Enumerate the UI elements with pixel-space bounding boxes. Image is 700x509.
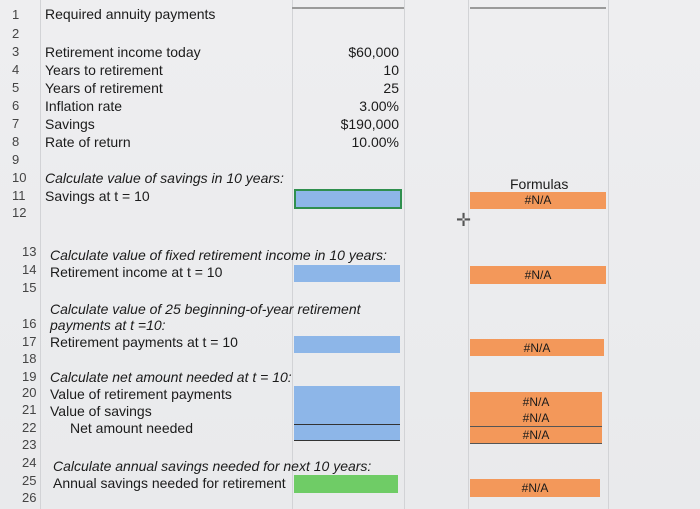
- formulas-header[interactable]: Formulas: [510, 176, 569, 192]
- row-label[interactable]: Retirement income at t = 10: [50, 264, 223, 280]
- grid-line: [292, 0, 293, 509]
- row-number[interactable]: 8: [12, 134, 20, 149]
- formula-na: #N/A: [524, 268, 552, 282]
- row-number[interactable]: 20: [22, 385, 37, 400]
- row-number[interactable]: 23: [22, 437, 37, 452]
- row-number[interactable]: 7: [12, 116, 20, 131]
- row-number[interactable]: 24: [22, 455, 37, 470]
- row-label[interactable]: Retirement payments at t = 10: [50, 334, 238, 350]
- section-heading[interactable]: Calculate net amount needed at t = 10:: [50, 369, 292, 385]
- top-border: [470, 7, 606, 9]
- input-label[interactable]: Retirement income today: [45, 44, 201, 60]
- input-value[interactable]: 3.00%: [359, 98, 399, 114]
- row-number[interactable]: 15: [22, 280, 37, 295]
- formula-cell[interactable]: [470, 192, 606, 209]
- input-value[interactable]: $190,000: [340, 116, 399, 132]
- row-number[interactable]: 12: [12, 205, 27, 220]
- answer-cell[interactable]: [294, 265, 400, 282]
- section-heading[interactable]: payments at t =10:: [50, 317, 166, 333]
- input-label[interactable]: Rate of return: [45, 134, 131, 150]
- row-number[interactable]: 3: [12, 44, 20, 59]
- grid-line: [608, 0, 609, 509]
- top-border: [292, 7, 404, 9]
- answer-cell[interactable]: [294, 424, 400, 441]
- cursor-plus-icon: ✛: [456, 210, 472, 230]
- row-number[interactable]: 18: [22, 351, 37, 366]
- row-number[interactable]: 13: [22, 244, 37, 259]
- row-number[interactable]: 17: [22, 334, 37, 349]
- row-number[interactable]: 22: [22, 420, 37, 435]
- grid-line: [40, 0, 41, 509]
- row-label[interactable]: Value of retirement payments: [50, 386, 232, 402]
- formula-cell[interactable]: [470, 339, 604, 356]
- formula-na: #N/A: [522, 395, 550, 409]
- section-heading[interactable]: Calculate value of 25 beginning-of-year …: [50, 301, 361, 317]
- row-number[interactable]: 11: [12, 188, 26, 203]
- input-label[interactable]: Inflation rate: [45, 98, 123, 114]
- row-number[interactable]: 1: [12, 7, 20, 22]
- input-value[interactable]: 10: [383, 62, 399, 78]
- grid-line: [404, 0, 405, 509]
- formula-na: #N/A: [522, 411, 550, 425]
- row-number[interactable]: 16: [22, 316, 37, 331]
- formula-na: #N/A: [521, 481, 549, 495]
- section-heading[interactable]: Calculate annual savings needed for next…: [53, 458, 372, 474]
- answer-cell[interactable]: [294, 386, 400, 424]
- input-value[interactable]: 25: [383, 80, 399, 96]
- row-label[interactable]: Annual savings needed for retirement: [53, 475, 286, 491]
- row-label[interactable]: Value of savings: [50, 403, 152, 419]
- grid-line: [468, 0, 469, 509]
- formula-cell[interactable]: [470, 479, 600, 497]
- input-value[interactable]: $60,000: [348, 44, 399, 60]
- total-border: [470, 426, 602, 427]
- formula-na: #N/A: [523, 341, 551, 355]
- section-heading[interactable]: Calculate value of fixed retirement inco…: [50, 247, 387, 263]
- row-number[interactable]: 10: [12, 170, 27, 185]
- row-label[interactable]: Net amount needed: [70, 420, 193, 436]
- row-label[interactable]: Savings at t = 10: [45, 188, 150, 204]
- section-heading[interactable]: Calculate value of savings in 10 years:: [45, 170, 284, 186]
- formula-na: #N/A: [522, 428, 550, 442]
- row-number[interactable]: 6: [12, 98, 20, 113]
- row-number[interactable]: 21: [22, 402, 37, 417]
- input-label[interactable]: Savings: [45, 116, 95, 132]
- answer-cell-green[interactable]: [294, 475, 398, 493]
- row-number[interactable]: 19: [22, 369, 37, 384]
- row-number[interactable]: 26: [22, 490, 37, 505]
- formula-cell[interactable]: [470, 392, 602, 444]
- row-number[interactable]: 14: [22, 262, 37, 277]
- answer-cell[interactable]: [294, 336, 400, 353]
- formula-na: #N/A: [524, 193, 552, 207]
- row-number[interactable]: 4: [12, 62, 20, 77]
- formula-cell[interactable]: [470, 266, 606, 284]
- row-number[interactable]: 2: [12, 26, 20, 41]
- total-border: [470, 443, 602, 444]
- input-label[interactable]: Years to retirement: [45, 62, 163, 78]
- sheet-title[interactable]: Required annuity payments: [45, 6, 216, 22]
- row-number[interactable]: 25: [22, 473, 37, 488]
- input-label[interactable]: Years of retirement: [45, 80, 163, 96]
- row-number[interactable]: 9: [12, 152, 20, 167]
- selected-cell-border: [294, 189, 402, 209]
- row-number[interactable]: 5: [12, 80, 20, 95]
- input-value[interactable]: 10.00%: [351, 134, 399, 150]
- answer-cell[interactable]: [296, 191, 400, 207]
